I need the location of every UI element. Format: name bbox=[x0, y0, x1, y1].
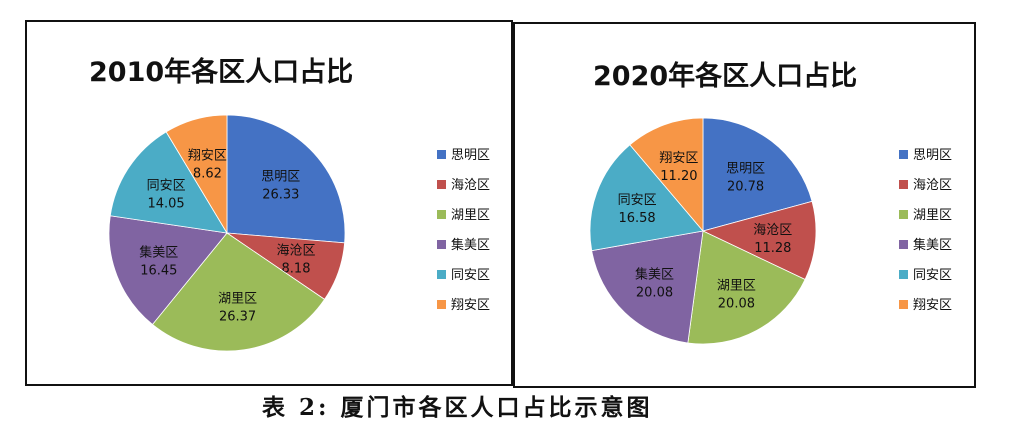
pie-chart-2020: 思明区 20.78 海沧区 11.28 湖里区 20.08 集美区 20.08 同安区 16.58… bbox=[589, 117, 952, 345]
slice-label-name: 海沧区 bbox=[753, 222, 792, 238]
legend-label-tongan: 同安区 bbox=[451, 268, 490, 283]
slice-label-name: 同安区 bbox=[147, 178, 186, 193]
pie-slice-haicang bbox=[701, 200, 817, 281]
legend-label-siming: 思明区 bbox=[913, 148, 952, 163]
slice-label-name: 同安区 bbox=[618, 193, 657, 208]
slice-label-name: 思明区 bbox=[726, 161, 765, 176]
figure-caption: 表 2: 厦门市各区人口占比示意图 bbox=[262, 394, 653, 421]
slice-label-name: 湖里区 bbox=[218, 291, 257, 306]
pie-chart-2010: 思明区 26.33 海沧区 8.18 湖里区 26.37 集美区 16.45 同安区 14.05 翔… bbox=[108, 114, 490, 352]
slice-label-value: 16.58 bbox=[618, 211, 655, 226]
slice-label-value: 8.18 bbox=[282, 261, 311, 276]
chart-panel-2010: 2010年各区人口占比 思明区 26.33 海沧区 8.18 湖里区 26.37 集美区 16… bbox=[25, 20, 513, 386]
pie-slice-xiangan bbox=[629, 117, 704, 233]
pie-slice-siming bbox=[702, 117, 813, 232]
chart-panel-2020: 2020年各区人口占比 思明区 20.78 海沧区 11.28 湖里区 20.08 集美区 2… bbox=[513, 22, 976, 388]
legend-swatch-huli bbox=[437, 210, 446, 219]
slice-label-value: 11.28 bbox=[754, 241, 791, 256]
pie-slice-huli bbox=[687, 230, 806, 345]
legend-label-jimei: 集美区 bbox=[913, 237, 952, 253]
legend-swatch-huli bbox=[899, 210, 908, 219]
legend-label-jimei: 集美区 bbox=[451, 237, 490, 253]
slice-label-value: 11.20 bbox=[660, 169, 697, 184]
slice-label-name: 翔安区 bbox=[188, 149, 227, 164]
slice-label-value: 20.08 bbox=[636, 286, 673, 301]
slice-label-value: 16.45 bbox=[140, 264, 177, 279]
legend-label-tongan: 同安区 bbox=[913, 268, 952, 283]
slice-label-value: 14.05 bbox=[147, 196, 184, 211]
pie-slice-tongan bbox=[109, 131, 228, 234]
pie-slice-jimei bbox=[108, 215, 228, 326]
legend-swatch-xiangan bbox=[437, 300, 446, 309]
legend-swatch-haicang bbox=[899, 180, 908, 189]
slice-label-value: 26.37 bbox=[219, 309, 256, 324]
legend-label-haicang: 海沧区 bbox=[913, 177, 952, 193]
slice-label-name: 集美区 bbox=[139, 245, 178, 261]
legend-swatch-jimei bbox=[899, 240, 908, 249]
slice-label-name: 思明区 bbox=[261, 170, 300, 185]
legend-label-huli: 湖里区 bbox=[451, 208, 490, 223]
slice-label-name: 翔安区 bbox=[659, 151, 698, 166]
slice-label-name: 集美区 bbox=[635, 267, 674, 283]
legend-label-xiangan: 翔安区 bbox=[451, 298, 490, 313]
legend-label-huli: 湖里区 bbox=[913, 208, 952, 223]
legend-swatch-jimei bbox=[437, 240, 446, 249]
pie-slice-jimei bbox=[591, 230, 704, 344]
slice-label-value: 26.33 bbox=[262, 188, 299, 203]
legend-label-siming: 思明区 bbox=[451, 148, 490, 163]
legend-label-xiangan: 翔安区 bbox=[913, 298, 952, 313]
slice-label-value: 20.08 bbox=[718, 297, 755, 312]
pie-slice-huli bbox=[151, 232, 326, 352]
slice-label-name: 湖里区 bbox=[717, 279, 756, 294]
legend-swatch-xiangan bbox=[899, 300, 908, 309]
pie-slice-xiangan bbox=[165, 114, 228, 235]
slice-label-value: 20.78 bbox=[727, 179, 764, 194]
legend-swatch-siming bbox=[899, 150, 908, 159]
pie-slice-siming bbox=[226, 114, 346, 244]
legend-swatch-haicang bbox=[437, 180, 446, 189]
chart-title: 2010年各区人口占比 bbox=[89, 57, 354, 88]
legend-swatch-siming bbox=[437, 150, 446, 159]
chart-title: 2020年各区人口占比 bbox=[593, 61, 858, 92]
slice-label-name: 海沧区 bbox=[276, 242, 315, 258]
slice-label-value: 8.62 bbox=[193, 167, 222, 182]
pie-slice-tongan bbox=[589, 144, 704, 252]
legend-swatch-tongan bbox=[437, 270, 446, 279]
legend-swatch-tongan bbox=[899, 270, 908, 279]
legend-label-haicang: 海沧区 bbox=[451, 177, 490, 193]
